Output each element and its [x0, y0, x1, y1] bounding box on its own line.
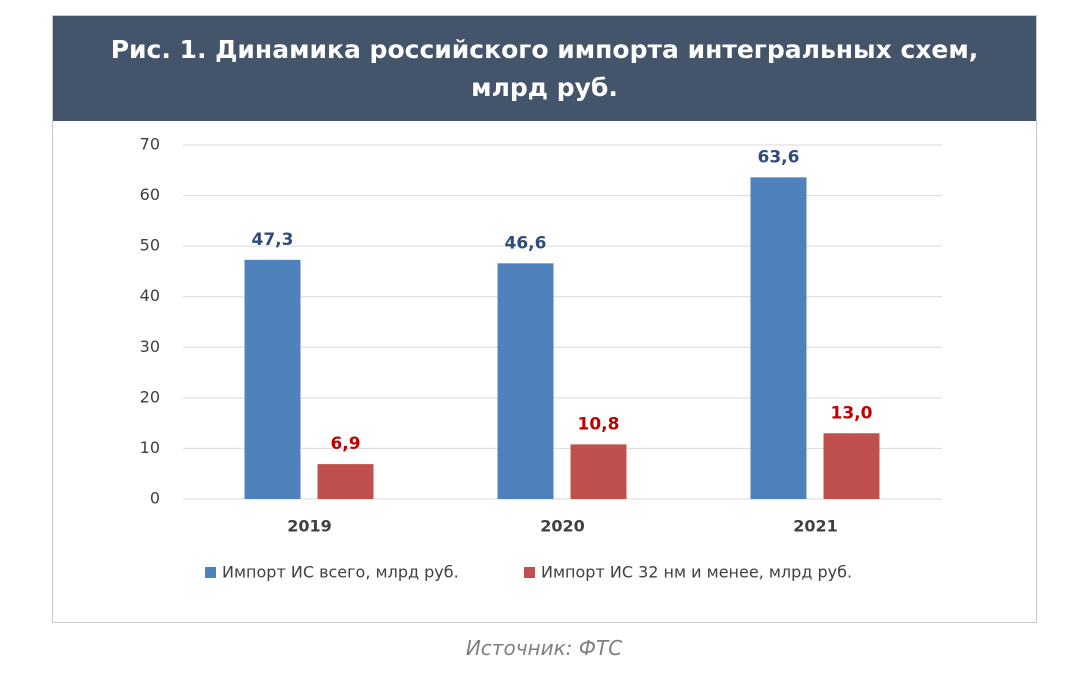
- y-tick-label: 30: [140, 337, 160, 356]
- bar: [317, 464, 374, 499]
- x-tick-label: 2020: [540, 517, 585, 536]
- x-tick-label: 2021: [793, 517, 838, 536]
- legend-label: Импорт ИС 32 нм и менее, млрд руб.: [541, 563, 852, 582]
- y-tick-label: 40: [140, 286, 160, 305]
- x-tick-label: 2019: [287, 517, 332, 536]
- bar: [244, 259, 301, 499]
- title-banner: Рис. 1. Динамика российского импорта инт…: [53, 16, 1036, 121]
- bar: [570, 444, 627, 499]
- y-tick-label: 10: [140, 438, 160, 457]
- value-label: 46,6: [505, 233, 547, 253]
- legend-swatch: [205, 567, 216, 578]
- y-tick-label: 0: [150, 489, 160, 508]
- chart-title: Рис. 1. Динамика российского импорта инт…: [110, 34, 979, 102]
- bar: [750, 177, 807, 499]
- value-label: 63,6: [758, 147, 800, 167]
- bar: [823, 433, 880, 499]
- chart-frame: Рис. 1. Динамика российского импорта инт…: [52, 15, 1037, 623]
- value-label: 47,3: [252, 230, 294, 250]
- value-label: 13,0: [831, 403, 873, 423]
- bar: [497, 263, 554, 499]
- y-tick-label: 20: [140, 387, 160, 406]
- y-tick-label: 70: [140, 135, 160, 154]
- value-label: 10,8: [578, 414, 620, 434]
- value-label: 6,9: [330, 434, 360, 454]
- source-note: Источник: ФТС: [465, 636, 623, 660]
- legend-swatch: [524, 567, 535, 578]
- y-tick-label: 60: [140, 185, 160, 204]
- legend-label: Импорт ИС всего, млрд руб.: [222, 563, 459, 582]
- y-tick-label: 50: [140, 236, 160, 255]
